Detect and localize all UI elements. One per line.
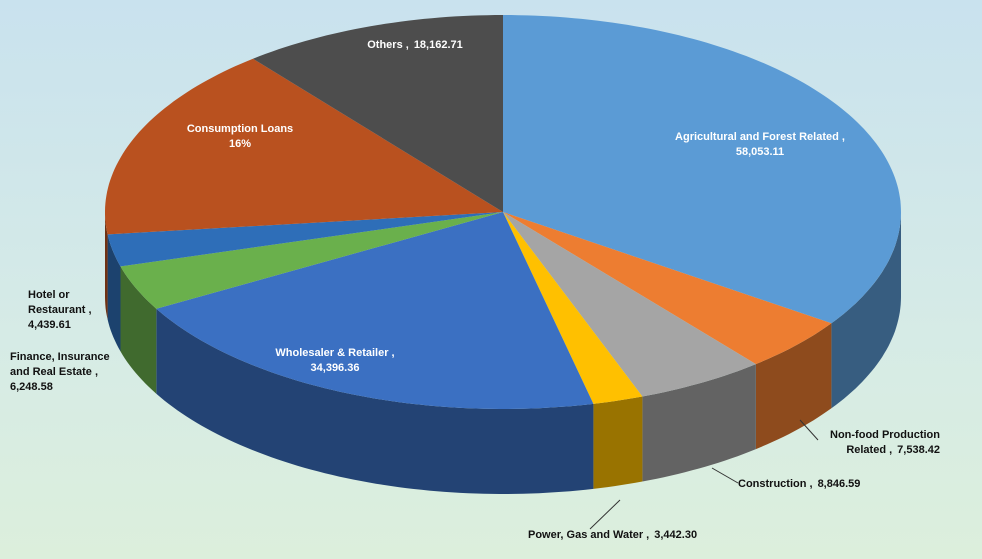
- slice: [105, 58, 503, 235]
- slice: [253, 15, 503, 212]
- slice: [107, 212, 503, 267]
- slice-side: [642, 364, 756, 482]
- slice: [156, 212, 594, 409]
- data-label: Hotel or Restaurant , 4,439.61: [28, 288, 100, 333]
- slice-name: Consumption Loans: [186, 123, 294, 135]
- slice-value: 4,439.61: [28, 319, 71, 331]
- data-label: Finance, Insurance and Real Estate , 6,24…: [10, 350, 118, 395]
- slice: [503, 212, 643, 404]
- slice-value: 16%: [228, 138, 252, 150]
- slice-side: [755, 323, 832, 450]
- slice: [120, 212, 503, 309]
- data-label: Wholesaler & Retailer , 34,396.36: [240, 346, 430, 376]
- slice-name: Wholesaler & Retailer ,: [275, 347, 395, 359]
- slice-name: Others ,: [367, 39, 409, 51]
- slice: [503, 15, 901, 324]
- slice-side: [120, 266, 157, 394]
- slice-side: [593, 396, 643, 489]
- slice-side: [105, 212, 108, 320]
- slice-value: 8,846.59: [817, 478, 861, 490]
- slice: [503, 212, 756, 397]
- slice-name: Hotel or Restaurant ,: [28, 289, 92, 316]
- slice-name: Agricultural and Forest Related ,: [675, 131, 845, 143]
- slice-name: Non-food Production Related ,: [830, 429, 940, 456]
- slice-value: 58,053.11: [735, 146, 785, 158]
- data-label: Consumption Loans 16%: [160, 122, 320, 152]
- slice-value: 34,396.36: [310, 362, 360, 374]
- data-label: Power, Gas and Water , 3,442.30: [528, 528, 768, 543]
- slice-side: [831, 212, 901, 409]
- slice-side: [156, 308, 594, 494]
- leader-line: [711, 467, 739, 484]
- slice-name: Construction ,: [738, 478, 813, 490]
- slice-side: [107, 234, 121, 352]
- slice-value: 18,162.71: [413, 39, 463, 51]
- data-label: Agricultural and Forest Related , 58,053.…: [640, 130, 880, 160]
- data-label: Others , 18,162.71: [320, 38, 510, 53]
- slice: [503, 212, 832, 365]
- slice-value: 3,442.30: [654, 529, 698, 541]
- data-label: Non-food Production Related , 7,538.42: [800, 428, 940, 458]
- slice-name: Finance, Insurance and Real Estate ,: [10, 351, 110, 378]
- data-label: Construction , 8,846.59: [738, 477, 938, 492]
- slice-name: Power, Gas and Water ,: [528, 529, 650, 541]
- slice-value: 7,538.42: [897, 444, 940, 456]
- leader-line: [589, 499, 621, 530]
- slice-value: 6,248.58: [10, 381, 53, 393]
- leader-line: [799, 419, 819, 441]
